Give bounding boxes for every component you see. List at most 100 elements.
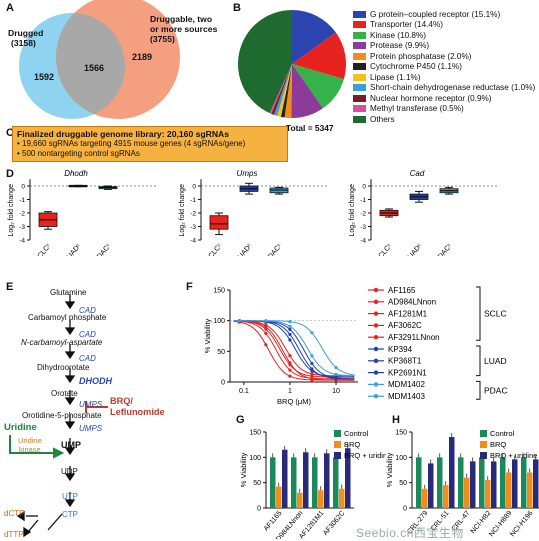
pie-slice-5: [280, 64, 292, 118]
f-y-tick-label: 100: [213, 318, 225, 325]
drugged-count: (3158): [11, 38, 36, 48]
category-label: LUADᶜ: [235, 242, 254, 256]
curve-point: [288, 338, 292, 342]
leflunomide-label: Leflunomide: [110, 407, 165, 417]
f-x-tick-label: 10: [332, 388, 340, 395]
bar-brq: [506, 472, 512, 508]
y-tick-label: 0: [192, 184, 196, 191]
pie-legend-item: Protease (9.9%): [353, 41, 535, 52]
legend-label: Cytochrome P450 (1.1%): [370, 62, 462, 72]
f-legend-marker: [373, 335, 379, 340]
y-tick-label: -4: [360, 238, 366, 245]
curve-point: [310, 374, 314, 378]
bar-control: [291, 457, 297, 508]
bar-brq: [276, 486, 282, 508]
brq-label: BRQ/: [110, 396, 133, 406]
f-legend-label: KP394: [388, 345, 413, 354]
bar-brq-uridine: [449, 437, 455, 508]
category-label: PDACᶜ: [264, 242, 284, 256]
legend-swatch: [353, 52, 366, 60]
bar-brq-uridine: [512, 459, 518, 508]
bar-legend-swatch: [480, 441, 487, 448]
library-line-1: • 19,660 sgRNAs targeting 4915 mouse gen…: [17, 139, 246, 148]
bar-control: [270, 457, 276, 508]
curve-point: [237, 319, 242, 323]
bar-legend-label: BRQ + uridine: [490, 451, 537, 460]
y-axis-label: Log₂ fold change: [8, 184, 15, 237]
bar-control: [500, 457, 506, 508]
venn-diagram: [19, 0, 180, 119]
pie-legend-item: Short-chain dehydrogenase reductase (1.0…: [353, 83, 535, 94]
y-axis-label: Log₂ fold change: [349, 184, 356, 237]
bar-legend-swatch: [480, 452, 487, 459]
pathway-diagram: [9, 294, 108, 538]
panel-h-label: H: [392, 414, 400, 426]
udp-label: UDP: [61, 467, 78, 476]
f-legend-marker: [373, 287, 379, 293]
bar-control: [521, 457, 527, 508]
curve-point: [310, 331, 314, 335]
drugged-label: Drugged (3158): [8, 28, 43, 48]
f-y-axis-label: % Viability: [203, 319, 212, 354]
bar-brq-uridine: [470, 461, 476, 508]
curve-point: [288, 320, 292, 324]
boxplot-title: Dhodh: [64, 169, 88, 178]
curve-mdm1403: [233, 320, 355, 376]
y-tick-label: -1: [190, 197, 196, 204]
bar-brq-uridine: [428, 463, 434, 508]
bar-brq: [339, 488, 345, 508]
bar-legend-swatch: [480, 430, 487, 437]
dctp-label: dCTP: [4, 509, 25, 518]
category-label: PDACᶜ: [434, 242, 454, 256]
venn-overlap-count: 1566: [84, 63, 105, 73]
bar-category-label: AF1165: [263, 510, 284, 533]
curve-point: [310, 369, 314, 373]
pie-legend-item: Others: [353, 114, 535, 125]
bar-legend-swatch: [334, 441, 341, 448]
druggable-title-1: Druggable, two: [150, 14, 213, 24]
f-legend-marker: [373, 358, 379, 363]
bar-brq-uridine: [533, 459, 539, 508]
legend-label: Protein phosphatase (2.0%): [370, 51, 472, 61]
bar-control: [333, 457, 339, 508]
f-legend-label: MDM1403: [388, 392, 425, 401]
bar-legend-swatch: [334, 430, 341, 437]
legend-swatch: [353, 73, 366, 81]
f-y-tick-label: 50: [217, 349, 225, 356]
orotate-label: Orotate: [51, 389, 78, 398]
bar-y-tick-label: 100: [249, 455, 261, 462]
bar-legend-label: BRQ: [490, 440, 506, 449]
panel-d-label: D: [6, 168, 14, 180]
curve-point: [288, 374, 292, 378]
boxplot-umps: Umps 0 -1 -2 -3 -4 Log₂ fold change SCLCᶜ LUADᶜ P…: [179, 169, 329, 256]
bar-brq-uridine: [491, 461, 497, 508]
uridine-arrow: [9, 435, 56, 454]
dihydroorotate-label: Dihydroorotate: [37, 363, 90, 372]
f-legend-label: AF1165: [388, 286, 416, 295]
y-tick-label: -1: [19, 197, 25, 204]
y-tick-label: 0: [362, 184, 366, 191]
curve-point: [288, 324, 292, 328]
library-line-2: • 500 nontargeting control sgRNAs: [17, 149, 140, 158]
bar-brq: [485, 480, 491, 508]
o5p-label: Orotidine-5-phosphate: [22, 411, 102, 420]
cad-enzyme-1: CAD: [79, 306, 96, 315]
bar-y-tick-label: 0: [257, 506, 261, 513]
pie-legend-item: G protein–coupled receptor (15.1%): [353, 9, 535, 20]
cad-enzyme-3: CAD: [79, 354, 96, 363]
bar-brq-uridine: [345, 448, 351, 508]
venn-overlap: [56, 13, 125, 119]
panel-b-label: B: [233, 2, 241, 14]
cad-enzyme-2: CAD: [79, 330, 96, 339]
panel-c-label: C: [6, 127, 14, 139]
bar-brq: [527, 472, 533, 508]
y-tick-label: -2: [19, 211, 25, 218]
boxplot-title: Umps: [237, 169, 258, 178]
bar-y-axis-label: % Viability: [385, 453, 394, 488]
bar-control: [312, 457, 318, 508]
bar-legend-label: Control: [490, 429, 515, 438]
y-tick-label: -1: [360, 197, 366, 204]
bar-control: [458, 457, 464, 508]
f-legend-marker: [373, 382, 379, 387]
legend-swatch: [353, 10, 366, 18]
